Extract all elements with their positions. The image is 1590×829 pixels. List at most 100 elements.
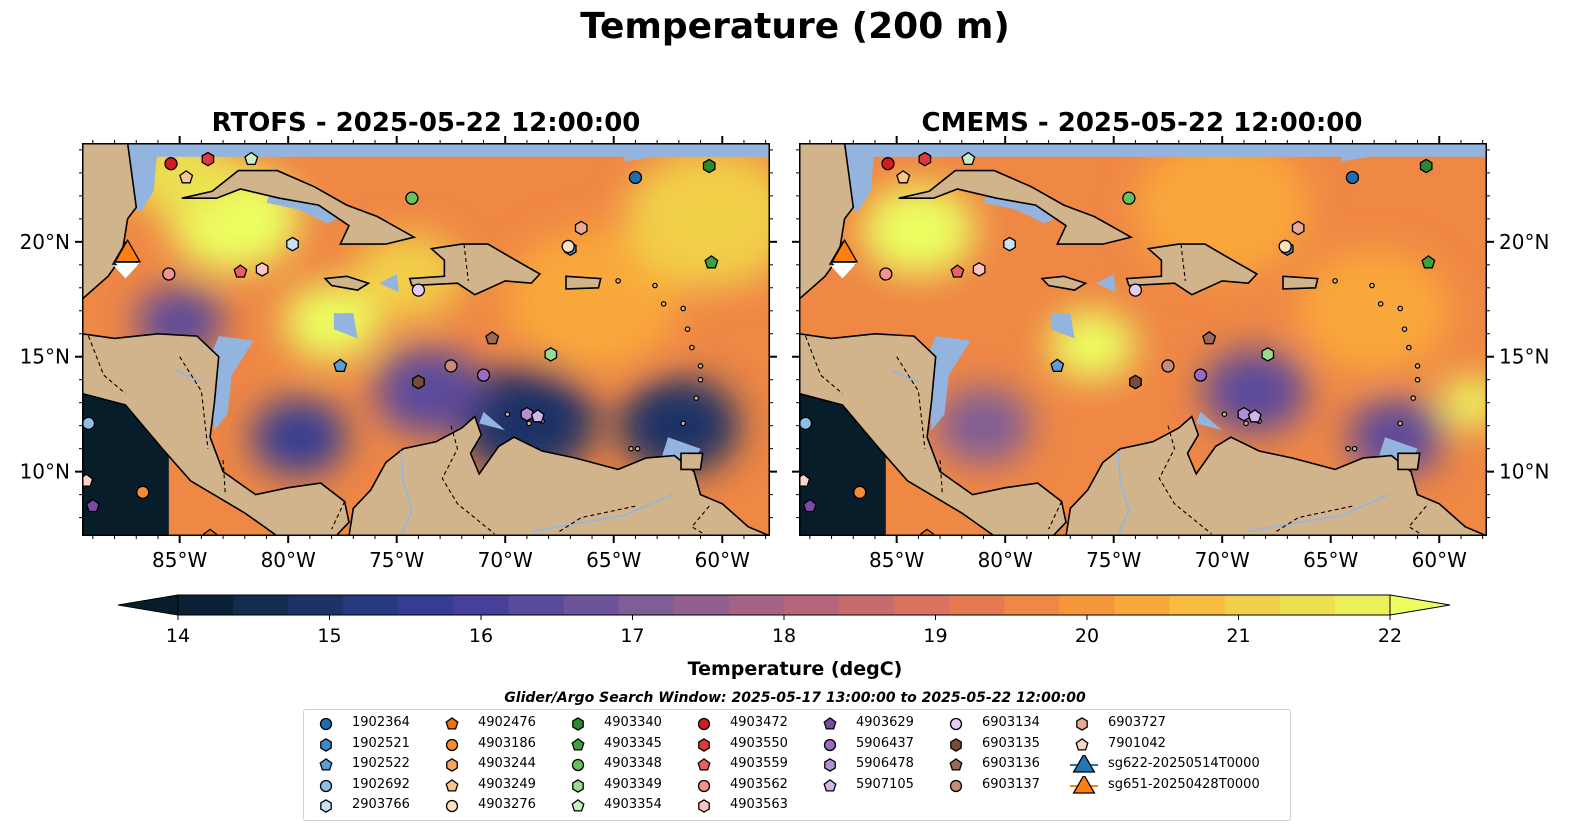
colorbar-segment: [453, 595, 510, 615]
argo-float-marker: [1345, 170, 1360, 185]
legend-marker-icon: [1076, 717, 1088, 731]
colorbar-segment: [178, 595, 234, 615]
rtofs-map-title: RTOFS - 2025-05-22 12:00:00: [211, 108, 641, 138]
colorbar-segment: [673, 595, 730, 615]
colorbar-segment: [1279, 595, 1336, 615]
lon-tick-label: 75°W: [1086, 548, 1141, 572]
shallow-shelf: [1196, 411, 1223, 431]
temperature-anomaly: [353, 232, 462, 320]
colorbar-segment: [784, 595, 840, 615]
country-border: [463, 244, 469, 281]
legend-float-symbol: [698, 799, 710, 813]
colorbar-segment: [343, 595, 399, 615]
country-border: [179, 356, 209, 449]
glider-track-highlight: [115, 263, 140, 277]
colorbar-segment: [288, 595, 344, 615]
small-island: [1243, 420, 1249, 427]
argo-float-marker: [286, 236, 299, 252]
legend-marker-icon: [950, 737, 962, 752]
argo-float-marker: [704, 255, 719, 269]
cmems-map-title: CMEMS - 2025-05-22 12:00:00: [921, 108, 1363, 138]
central-america-land: [82, 143, 138, 301]
colorbar-segment: [949, 595, 1005, 615]
lon-tick-label: 60°W: [695, 548, 750, 572]
temperature-anomaly: [505, 229, 679, 369]
cmems-temperature-map: [799, 143, 1487, 536]
legend-marker-icon: [571, 758, 585, 772]
legend-marker-icon: [571, 737, 585, 751]
lon-tick-label: 85°W: [869, 548, 924, 572]
legend-marker-icon: [445, 717, 459, 730]
argo-float-marker: [412, 374, 425, 390]
legend-marker-icon: [697, 758, 711, 771]
legend-marker-icon: [445, 778, 459, 792]
legend-item-label: 4903249: [478, 776, 536, 792]
legend-float-symbol: [571, 799, 585, 812]
legend-marker-icon: [446, 758, 458, 772]
south-america-land: [1065, 415, 1487, 536]
country-border: [1158, 425, 1212, 535]
shallow-shelf: [624, 143, 712, 162]
temperature-colorbar: 14 15 16 17 18 19 20 21 22: [117, 594, 1451, 647]
lon-tick-label: 70°W: [478, 548, 533, 572]
figure-title: Temperature (200 m): [580, 6, 1010, 47]
legend-marker-icon: [572, 717, 584, 731]
colorbar-segment: [233, 595, 289, 615]
lon-tick-label: 75°W: [369, 548, 424, 572]
small-island: [652, 282, 658, 289]
legend-float-symbol: [823, 717, 837, 730]
rtofs-temperature-map: [82, 143, 770, 536]
small-island: [680, 420, 686, 427]
honduras-panama-land: [82, 332, 350, 536]
lon-tick-label: 60°W: [1412, 548, 1467, 572]
colorbar-segment: [1224, 595, 1281, 615]
argo-float-marker: [136, 485, 150, 499]
legend-item-label: 4903559: [730, 756, 788, 771]
puerto-rico-land: [565, 275, 602, 290]
shallow-shelf: [479, 411, 506, 431]
colorbar-segment: [839, 595, 895, 615]
colorbar-tick-label: 17: [620, 625, 644, 647]
legend-float-symbol: [697, 779, 711, 792]
temperature-anomaly: [861, 185, 975, 276]
colorbar-segment: [1059, 595, 1116, 615]
small-island: [526, 420, 532, 427]
legend-item-label: 5907105: [856, 776, 914, 792]
colorbar-tick-label: 15: [317, 625, 341, 647]
colorbar-segment: [894, 595, 950, 615]
northern-shelf-strip: [82, 143, 770, 157]
small-island: [1345, 445, 1351, 452]
country-border: [896, 356, 926, 449]
legend-float-symbol: [446, 758, 458, 772]
argo-float-marker: [802, 498, 817, 513]
argo-float-marker: [530, 409, 545, 423]
legend-float-symbol: [1076, 717, 1088, 731]
legend-marker-icon: [319, 758, 333, 771]
legend-item-label: 4903550: [730, 735, 788, 751]
legend-marker-icon: [698, 799, 710, 813]
trinidad-land: [680, 452, 704, 471]
hispaniola-land: [1125, 243, 1259, 296]
temperature-anomaly: [935, 387, 1032, 464]
glider-marker: [830, 238, 859, 263]
central-america-land: [799, 143, 855, 301]
legend-item-label: 4903563: [730, 797, 788, 812]
legend-item-label: 4903186: [478, 735, 536, 751]
map-axes: 85°W 80°W 75°W 70°W 65°W 60°W 20°N 15°N 10°N 85°W…: [20, 136, 1549, 572]
legend-marker-icon: [319, 779, 333, 792]
temperature-anomaly: [251, 398, 347, 476]
small-island: [615, 278, 621, 284]
shallow-shelf: [1341, 143, 1429, 162]
legend-item-label: 6903135: [982, 735, 1040, 751]
legend-float-symbol: [320, 737, 332, 752]
lon-tick-label: 65°W: [586, 548, 641, 572]
legend-float-symbol: [697, 717, 711, 731]
country-border: [1048, 501, 1063, 530]
legend-marker-icon: [320, 737, 332, 752]
legend-float-symbol: [571, 758, 585, 772]
country-border: [1180, 244, 1186, 281]
argo-float-marker: [162, 267, 176, 281]
northern-shelf-strip: [799, 143, 1487, 157]
colorbar-segment: [728, 595, 785, 615]
argo-float-marker: [961, 151, 976, 166]
